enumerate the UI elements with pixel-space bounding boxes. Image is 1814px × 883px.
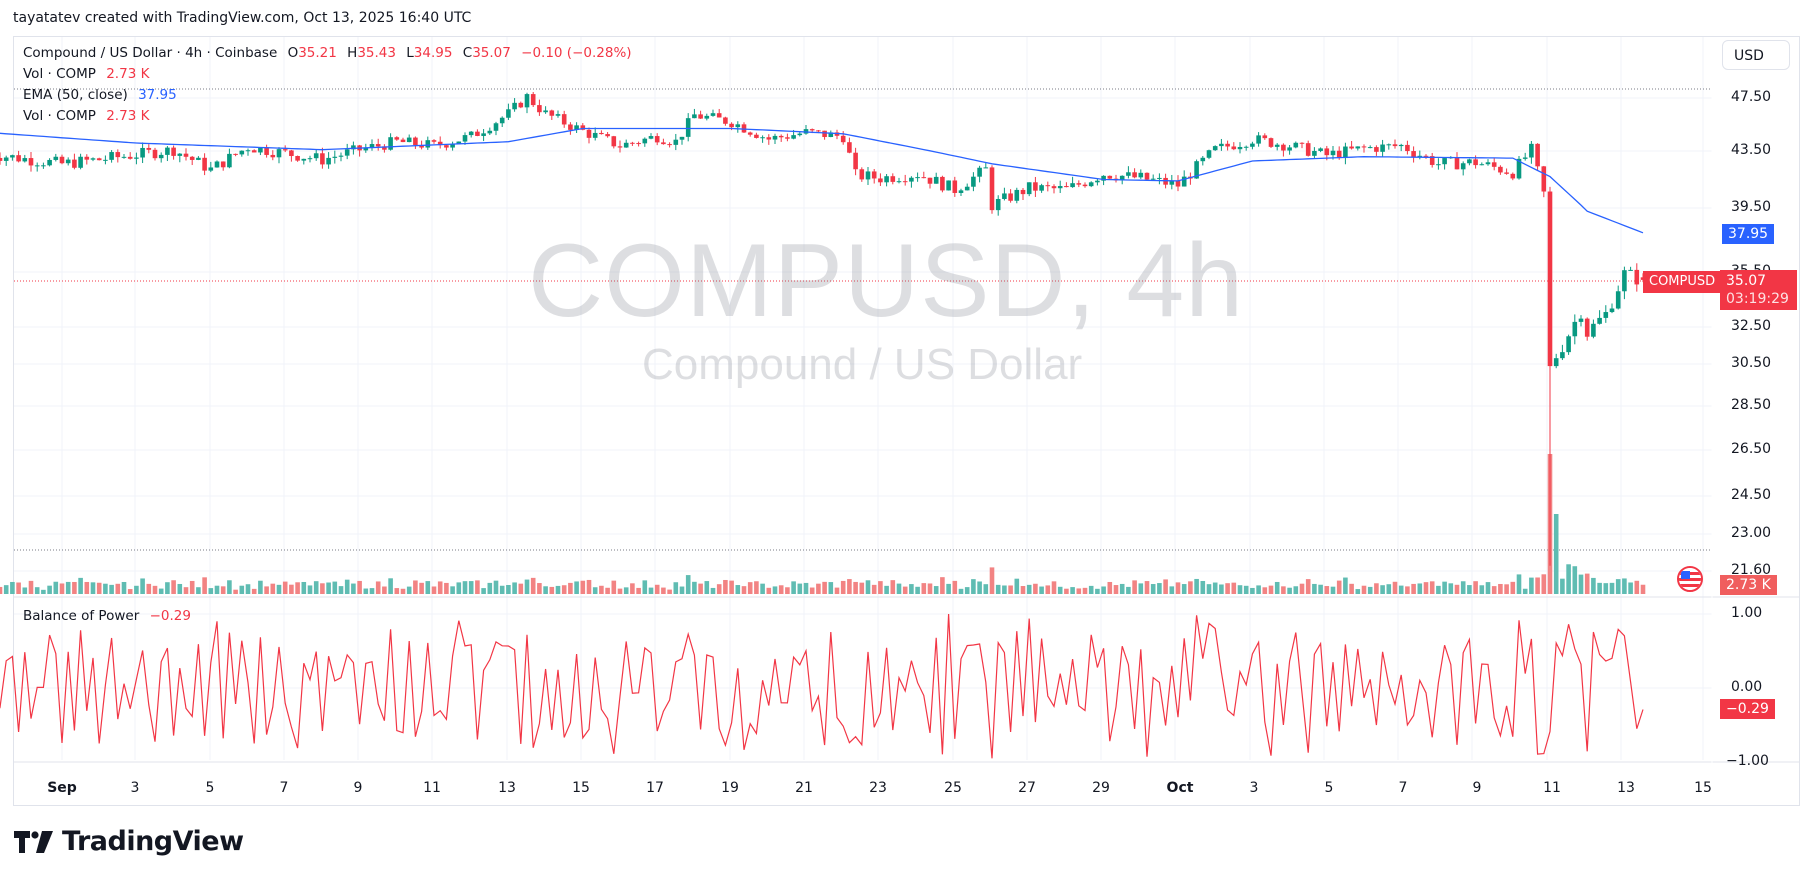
legend-ema-row[interactable]: EMA (50, close) 37.95 <box>23 87 177 103</box>
chart-credit: tayatatev created with TradingView.com, … <box>13 10 472 26</box>
symbol-tag: COMPUSD <box>1643 271 1722 293</box>
bar-countdown: 03:19:29 <box>1726 291 1789 307</box>
legend-symbol[interactable]: Compound / US Dollar · 4h · Coinbase <box>23 45 278 61</box>
price-tick-label: 32.50 <box>1731 318 1772 334</box>
time-tick-label: 5 <box>1324 780 1334 796</box>
price-tick-label: 23.00 <box>1731 525 1772 541</box>
volume-tag: 2.73 K <box>1720 575 1777 595</box>
time-tick-label: 21 <box>795 780 813 796</box>
time-tick-label: Sep <box>47 780 77 796</box>
currency-button[interactable]: USD <box>1722 40 1790 70</box>
price-tick-label: 24.50 <box>1731 487 1772 503</box>
time-tick-label: 13 <box>498 780 516 796</box>
time-tick-label: 9 <box>1472 780 1482 796</box>
time-tick-label: Oct <box>1166 780 1194 796</box>
time-tick-label: 7 <box>1398 780 1408 796</box>
time-tick-label: 3 <box>1249 780 1259 796</box>
time-tick-label: 15 <box>572 780 590 796</box>
us-flag-icon[interactable] <box>1677 566 1703 592</box>
bop-tick-label: −1.00 <box>1726 753 1769 769</box>
time-tick-label: 9 <box>353 780 363 796</box>
price-tick-label: 39.50 <box>1731 199 1772 215</box>
time-tick-label: 27 <box>1018 780 1036 796</box>
legend-bop-row[interactable]: Balance of Power −0.29 <box>23 608 191 624</box>
last-price: 35.07 <box>1726 273 1767 289</box>
legend-ema-value: 37.95 <box>138 87 177 103</box>
legend-bop-value: −0.29 <box>149 608 191 624</box>
watermark-description: Compound / US Dollar <box>642 340 1083 389</box>
legend-change: −0.10 (−0.28%) <box>521 45 632 61</box>
bop-tag: −0.29 <box>1720 699 1775 719</box>
legend-symbol-row[interactable]: Compound / US Dollar · 4h · Coinbase O35… <box>23 45 632 61</box>
time-tick-label: 17 <box>646 780 664 796</box>
price-tick-label: 21.60 <box>1731 562 1772 578</box>
legend-volume-row[interactable]: Vol · COMP 2.73 K <box>23 66 149 82</box>
tradingview-logo[interactable]: TradingView <box>14 826 244 857</box>
legend-volume2-label: Vol · COMP <box>23 108 96 124</box>
time-tick-label: 19 <box>721 780 739 796</box>
time-tick-label: 3 <box>130 780 140 796</box>
tradingview-logo-text: TradingView <box>62 826 244 857</box>
price-tick-label: 43.50 <box>1731 142 1772 158</box>
bop-tick-label: 1.00 <box>1731 605 1763 621</box>
tradingview-logo-icon <box>14 830 53 853</box>
price-tick-label: 47.50 <box>1731 89 1772 105</box>
time-tick-label: 15 <box>1694 780 1712 796</box>
time-tick-label: 11 <box>423 780 441 796</box>
time-tick-label: 7 <box>279 780 289 796</box>
bop-tick-label: 0.00 <box>1731 679 1763 695</box>
watermark-symbol: COMPUSD, 4h <box>528 223 1245 339</box>
price-tick-label: 26.50 <box>1731 441 1772 457</box>
time-tick-label: 13 <box>1617 780 1635 796</box>
last-price-tag: 35.07 03:19:29 <box>1720 270 1797 310</box>
legend-volume2-row[interactable]: Vol · COMP 2.73 K <box>23 108 149 124</box>
legend-bop-label: Balance of Power <box>23 608 140 624</box>
time-tick-label: 11 <box>1543 780 1561 796</box>
legend-volume2-value: 2.73 K <box>106 108 150 124</box>
price-tick-label: 30.50 <box>1731 355 1772 371</box>
ema-price-tag: 37.95 <box>1722 224 1775 244</box>
time-tick-label: 5 <box>205 780 215 796</box>
time-tick-label: 23 <box>869 780 887 796</box>
legend-volume-value: 2.73 K <box>106 66 150 82</box>
time-tick-label: 29 <box>1092 780 1110 796</box>
legend-low: L34.95 <box>406 45 453 61</box>
price-tick-label: 28.50 <box>1731 397 1772 413</box>
legend-close: C35.07 <box>462 45 511 61</box>
time-tick-label: 25 <box>944 780 962 796</box>
legend-ema-label: EMA (50, close) <box>23 87 128 103</box>
legend-high: H35.43 <box>347 45 396 61</box>
legend-open: O35.21 <box>287 45 337 61</box>
legend-volume-label: Vol · COMP <box>23 66 96 82</box>
